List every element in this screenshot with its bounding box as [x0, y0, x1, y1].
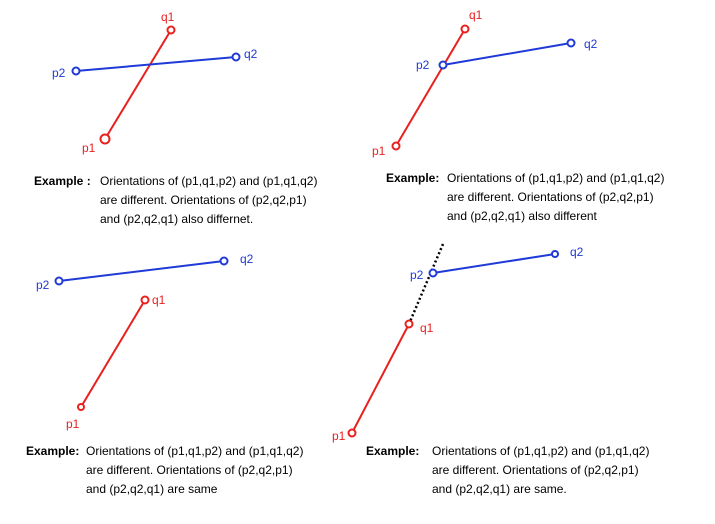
caption-line: Orientations of (p1,q1,p2) and (p1,q1,q2… — [447, 171, 665, 185]
segment-p1-q1 — [351, 323, 410, 434]
segment-p2-q2 — [432, 253, 556, 274]
example-label: Example: — [366, 444, 420, 458]
caption-line: Orientations of (p1,q1,p2) and (p1,q1,q2… — [432, 444, 650, 458]
caption-text: Orientations of (p1,q1,p2) and (p1,q1,q2… — [86, 442, 303, 499]
segment-p2-q2 — [442, 42, 572, 66]
label-p2: p2 — [410, 268, 424, 282]
point-q1 — [166, 25, 176, 35]
caption-text: Orientations of (p1,q1,p2) and (p1,q1,q2… — [447, 169, 664, 226]
label-q1: q1 — [152, 293, 166, 307]
caption-line: and (p2,q2,q1) are same. — [432, 482, 567, 496]
label-p2: p2 — [36, 278, 50, 292]
point-q1 — [140, 295, 150, 305]
point-p2 — [54, 276, 64, 286]
label-q1: q1 — [469, 8, 483, 22]
example-label: Example : — [34, 174, 91, 188]
label-p1: p1 — [332, 429, 346, 443]
label-p1: p1 — [66, 417, 80, 431]
label-p1: p1 — [372, 144, 386, 158]
caption-line: are different. Orientations of (p2,q2,p1… — [432, 463, 639, 477]
example-label: Example: — [386, 171, 440, 185]
label-q1: q1 — [161, 10, 175, 24]
label-q2: q2 — [570, 245, 584, 259]
label-q2: q2 — [244, 47, 258, 61]
caption-line: are different. Orientations of (p2,q2,p1… — [447, 190, 654, 204]
label-q1: q1 — [420, 321, 434, 335]
segment-p1-q1 — [80, 299, 146, 408]
point-p2 — [428, 268, 438, 278]
label-p2: p2 — [416, 58, 430, 72]
panel-3: p1 q1 p2 q2 — [36, 252, 254, 431]
caption-panel-3: Example: Orientations of (p1,q1,p2) and … — [26, 442, 346, 502]
caption-line: are different. Orientations of (p2,q2,p1… — [86, 463, 293, 477]
caption-panel-1: Example : Orientations of (p1,q1,p2) and… — [34, 172, 354, 232]
panel-2: p1 q1 p2 q2 — [372, 8, 598, 158]
example-label: Example: — [26, 444, 80, 458]
label-q2: q2 — [584, 37, 598, 51]
point-q2 — [219, 256, 229, 266]
segment-p1-q1 — [395, 28, 466, 147]
extension-dotted-line — [407, 243, 445, 325]
caption-line: and (p2,q2,q1) also differnet. — [100, 212, 254, 226]
point-p1 — [99, 133, 111, 145]
point-q2 — [566, 38, 576, 48]
point-p2 — [438, 60, 448, 70]
caption-panel-2: Example: Orientations of (p1,q1,p2) and … — [386, 169, 706, 229]
point-p2 — [71, 66, 81, 76]
label-q2: q2 — [240, 252, 254, 266]
caption-panel-4: Example: Orientations of (p1,q1,p2) and … — [366, 442, 706, 502]
caption-line: are different. Orientations of (p2,q2,p1… — [100, 193, 307, 207]
label-p1: p1 — [82, 141, 96, 155]
panel-1: p1 q1 p2 q2 — [52, 10, 258, 155]
caption-line: Orientations of (p1,q1,p2) and (p1,q1,q2… — [100, 174, 318, 188]
point-q2 — [231, 52, 241, 62]
segment-p2-q2 — [75, 56, 237, 72]
caption-line: Orientations of (p1,q1,p2) and (p1,q1,q2… — [86, 444, 304, 458]
point-q1 — [404, 319, 414, 329]
panel-4: p1 q1 p2 q2 — [332, 243, 584, 443]
caption-line: and (p2,q2,q1) are same — [86, 482, 218, 496]
point-q2 — [551, 250, 559, 258]
point-q1 — [460, 24, 470, 34]
point-p1 — [77, 403, 85, 411]
point-p1 — [391, 141, 401, 151]
caption-text: Orientations of (p1,q1,p2) and (p1,q1,q2… — [432, 442, 649, 499]
segment-p1-q1 — [104, 29, 172, 140]
point-p1 — [347, 428, 357, 438]
segment-p2-q2 — [58, 260, 225, 282]
caption-line: and (p2,q2,q1) also different — [447, 209, 597, 223]
label-p2: p2 — [52, 66, 66, 80]
caption-text: Orientations of (p1,q1,p2) and (p1,q1,q2… — [100, 172, 317, 229]
